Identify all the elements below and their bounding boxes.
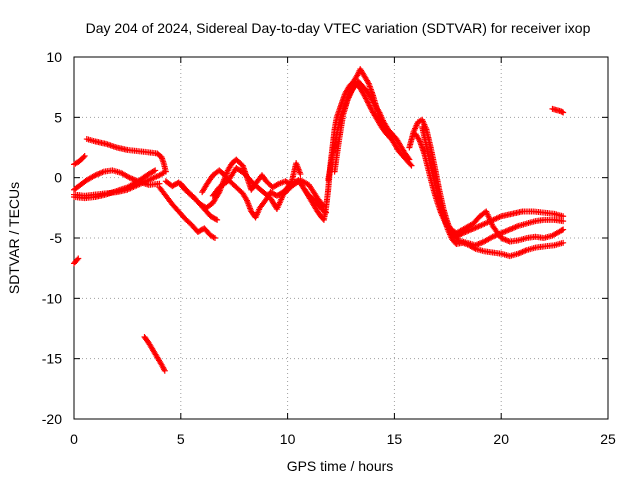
x-tick-label: 10: [280, 431, 296, 447]
series-arc-1: [71, 152, 88, 168]
data-point: [560, 239, 567, 246]
series-arc-8: [156, 184, 218, 241]
data-point: [214, 216, 221, 223]
data-point: [408, 162, 415, 169]
data-point: [452, 239, 459, 246]
x-tick-label: 5: [177, 431, 185, 447]
x-axis-label: GPS time / hours: [287, 458, 394, 474]
data-point: [559, 227, 566, 234]
y-tick-label: 0: [54, 170, 62, 186]
data-point: [297, 171, 304, 178]
series-arc-20: [549, 105, 567, 116]
data-point: [74, 256, 81, 263]
data-point: [81, 152, 88, 159]
data-point: [80, 154, 87, 161]
data-point: [560, 226, 567, 233]
x-tick-label: 15: [387, 431, 403, 447]
data-point: [150, 168, 157, 175]
data-point: [405, 155, 412, 162]
data-point: [211, 235, 218, 241]
y-tick-label: -10: [42, 290, 62, 306]
y-tick-label: 5: [54, 109, 62, 125]
axis-ticks: 0 5 10 15 20 25 -20 -15 -10 -5 0 5 10: [42, 49, 616, 447]
data-point: [471, 245, 478, 252]
data-point: [161, 367, 168, 374]
x-tick-label: 25: [600, 431, 616, 447]
series-arc-2: [71, 255, 82, 267]
y-tick-label: -15: [42, 351, 62, 367]
data-point: [406, 156, 413, 163]
x-tick-label: 0: [70, 431, 78, 447]
data-points: [71, 66, 567, 374]
y-tick-label: -20: [42, 411, 62, 427]
series-arc-19: [434, 192, 567, 245]
x-tick-label: 20: [493, 431, 509, 447]
data-point: [212, 216, 219, 223]
data-point: [160, 169, 167, 176]
series-arc-12: [209, 165, 327, 213]
data-point: [407, 161, 414, 168]
series-arc-3: [83, 136, 169, 175]
series-arc-15: [331, 80, 394, 175]
series-arc-4: [71, 167, 163, 193]
y-tick-label: 10: [46, 49, 62, 65]
data-point: [387, 134, 394, 141]
y-axis-label: SDTVAR / TECUs: [6, 182, 22, 294]
series-arc-7: [141, 333, 168, 374]
data-point: [274, 181, 281, 188]
data-point: [560, 218, 567, 225]
data-point: [152, 167, 159, 174]
data-point: [386, 133, 393, 140]
data-point: [559, 108, 566, 115]
y-tick-label: -5: [50, 230, 63, 246]
data-point: [560, 109, 567, 116]
chart-title: Day 204 of 2024, Sidereal Day-to-day VTE…: [86, 20, 591, 36]
series-arc-6: [71, 167, 159, 202]
data-point: [75, 255, 82, 262]
